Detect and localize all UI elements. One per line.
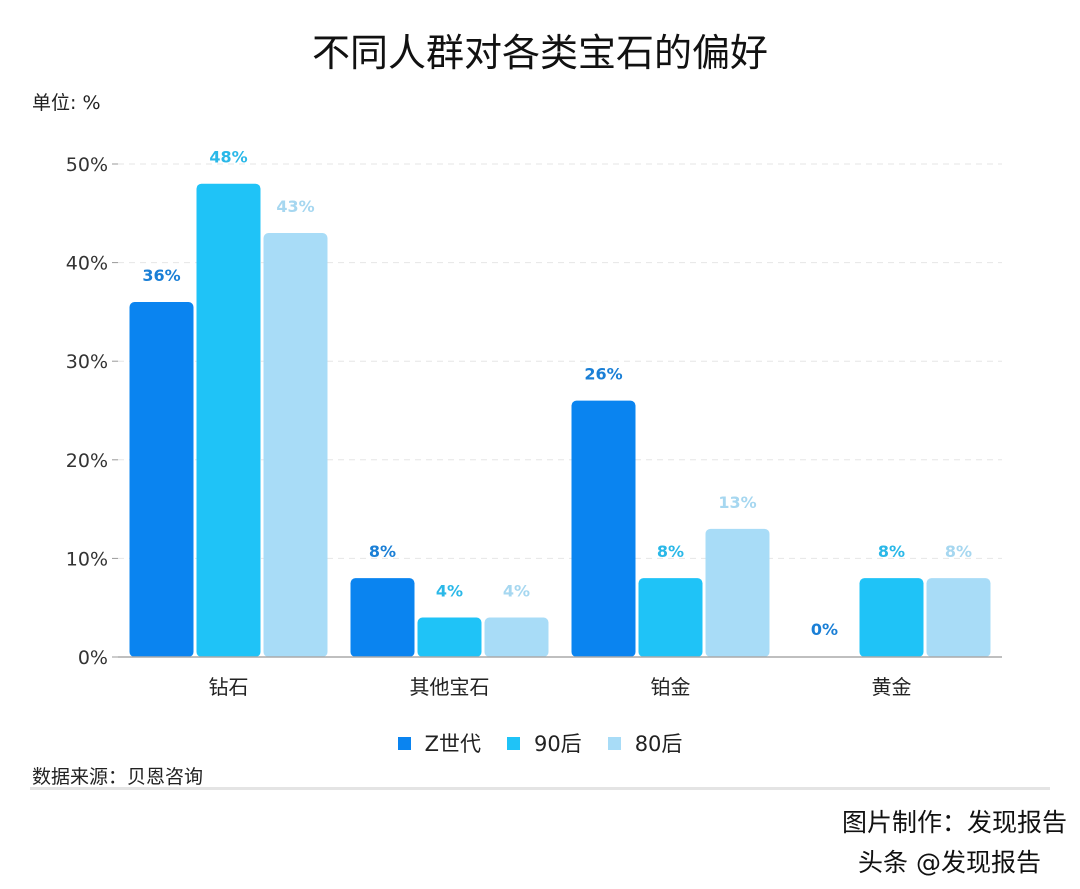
legend-label: 90后 <box>533 732 582 756</box>
data-label: 8% <box>878 542 905 561</box>
data-label: 43% <box>276 197 314 216</box>
data-label: 26% <box>584 365 622 384</box>
unit-label: 单位: % <box>32 92 101 114</box>
legend: Z世代 90后 80后 <box>0 728 1080 758</box>
legend-item: 90后 <box>506 728 582 758</box>
data-label: 4% <box>503 582 530 601</box>
bar-chart: 0% 10% 20% 30% 40% 50% 36% 48% 43% 钻石 8% 4% 4% 其他宝石 26… <box>66 148 1002 699</box>
legend-swatch <box>506 736 520 750</box>
bar <box>350 578 415 657</box>
data-label: 36% <box>142 266 180 285</box>
data-label: 8% <box>945 542 972 561</box>
bar <box>705 528 770 657</box>
x-tick-label: 钻石 <box>209 675 249 699</box>
legend-item: Z世代 <box>397 728 481 758</box>
data-label: 4% <box>436 582 463 601</box>
chart-title: 不同人群对各类宝石的偏好 <box>311 31 768 75</box>
bar <box>859 578 924 657</box>
y-tick-label: 30% <box>66 351 108 373</box>
data-label: 0% <box>811 620 838 639</box>
x-tick-label: 黄金 <box>872 675 912 699</box>
legend-swatch <box>607 736 621 750</box>
y-tick-label: 50% <box>66 154 108 176</box>
bar <box>571 400 636 657</box>
legend-swatch <box>397 736 411 750</box>
divider <box>30 787 1050 790</box>
data-label: 8% <box>369 542 396 561</box>
watermark-credit: 图片制作：发现报告 <box>842 808 1068 837</box>
bar <box>263 233 328 657</box>
y-tick-label: 20% <box>66 450 108 472</box>
legend-label: Z世代 <box>424 732 481 756</box>
bar <box>129 302 194 657</box>
legend-item: 80后 <box>607 728 683 758</box>
legend-label: 80后 <box>634 732 683 756</box>
data-label: 8% <box>657 542 684 561</box>
y-tick-label: 10% <box>66 548 108 570</box>
x-tick-label: 铂金 <box>651 675 691 699</box>
bar <box>484 617 549 657</box>
data-source: 数据来源：贝恩咨询 <box>32 766 204 788</box>
bar <box>196 183 261 657</box>
bar <box>417 617 482 657</box>
y-tick-label: 0% <box>78 647 108 669</box>
bar <box>638 578 703 657</box>
watermark-platform: 头条 @发现报告 <box>858 848 1041 877</box>
y-tick-label: 40% <box>66 253 108 275</box>
x-tick-label: 其他宝石 <box>410 675 490 699</box>
bar <box>926 578 991 657</box>
data-label: 13% <box>718 493 756 512</box>
data-label: 48% <box>209 148 247 167</box>
